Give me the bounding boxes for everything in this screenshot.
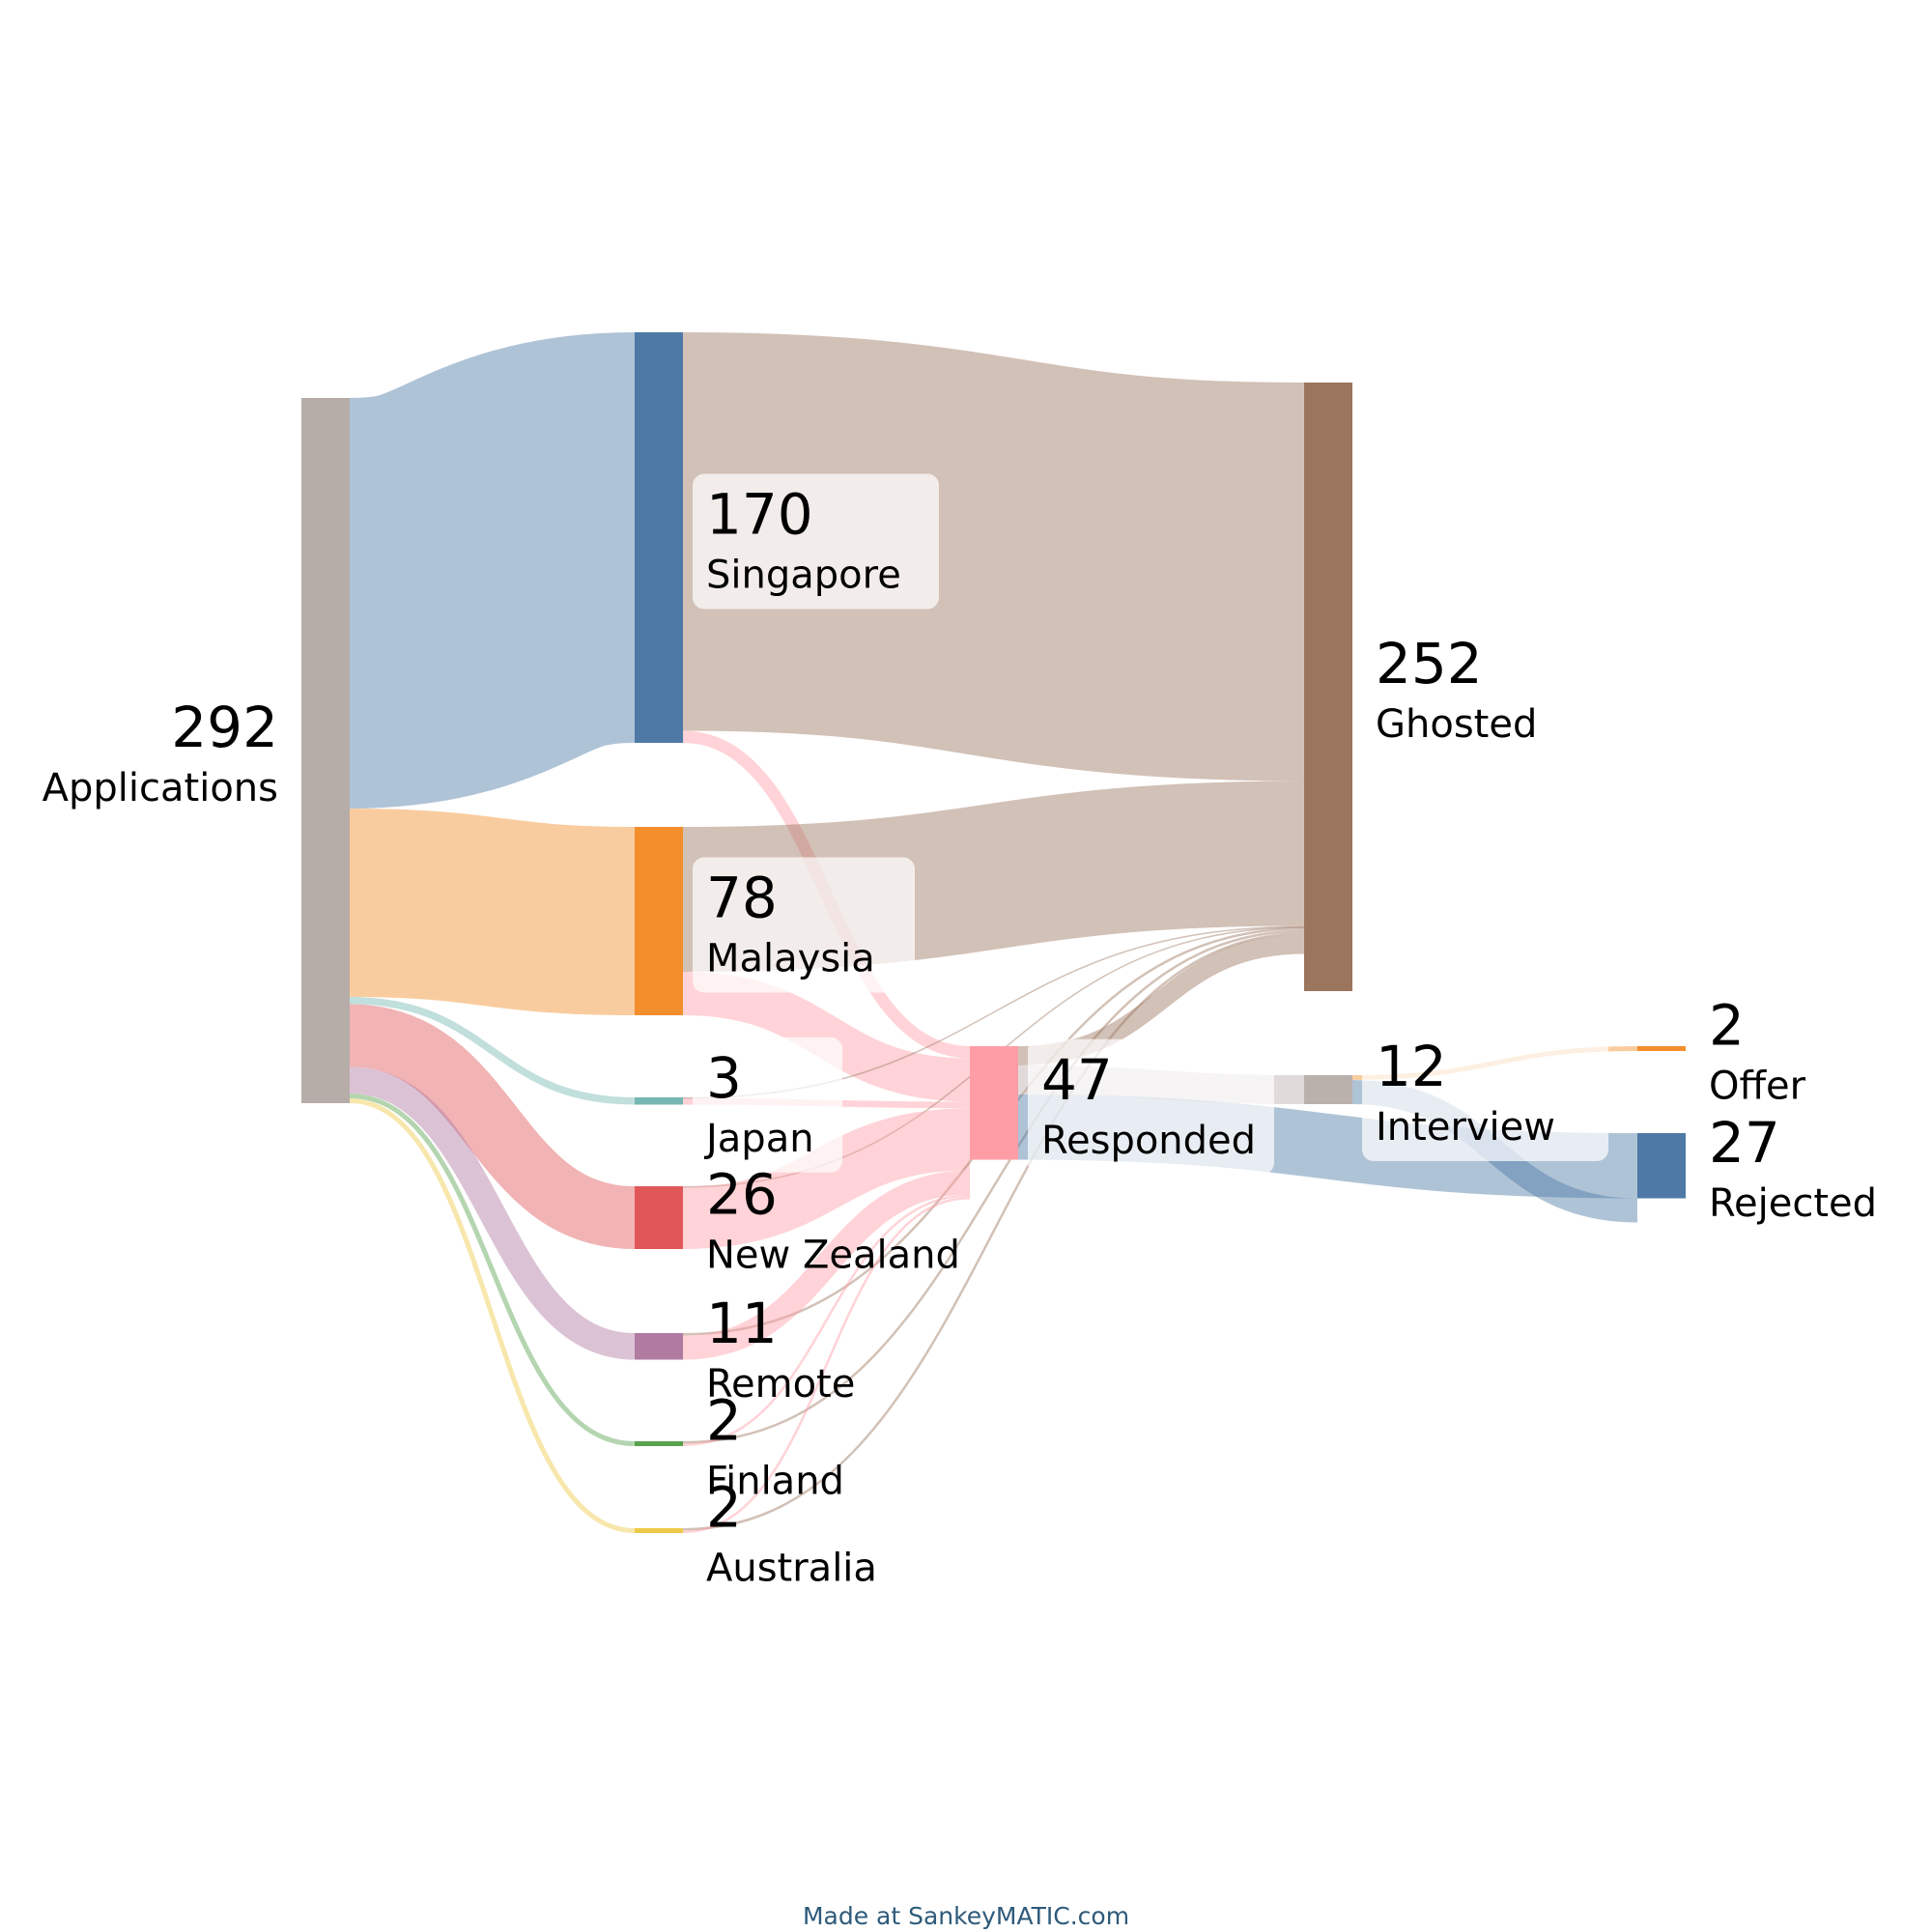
node-value-interview: 12	[1376, 1034, 1447, 1099]
node-value-rejected: 27	[1709, 1110, 1780, 1176]
link-applications-to-japan[interactable]	[349, 997, 636, 1105]
node-value-malaysia: 78	[706, 866, 778, 931]
node-name-remote: Remote	[706, 1362, 855, 1406]
label-background-interview	[1362, 1026, 1608, 1161]
node-finland[interactable]	[635, 1441, 683, 1446]
node-name-responded: Responded	[1041, 1119, 1256, 1163]
node-offer[interactable]	[1637, 1046, 1686, 1051]
node-japan[interactable]	[635, 1097, 683, 1105]
node-malaysia[interactable]	[635, 827, 683, 1015]
link-applications-to-malaysia[interactable]	[349, 809, 636, 1015]
link-remote-to-responded[interactable]	[682, 1170, 971, 1360]
link-applications-to-singapore[interactable]	[345, 332, 639, 809]
link-responded-to-ghosted[interactable]	[1017, 934, 1305, 1065]
node-value-offer: 2	[1709, 993, 1745, 1059]
node-name-applications: Applications	[43, 766, 278, 810]
node-value-singapore: 170	[706, 482, 813, 548]
node-remote[interactable]	[635, 1333, 683, 1360]
link-new-zealand-to-responded[interactable]	[682, 1108, 971, 1250]
node-interview[interactable]	[1304, 1075, 1352, 1104]
node-new-zealand[interactable]	[635, 1186, 683, 1249]
sankey-nodes	[301, 332, 1686, 1533]
node-name-rejected: Rejected	[1709, 1181, 1877, 1226]
node-name-interview: Interview	[1376, 1105, 1555, 1150]
label-background-japan	[693, 1037, 842, 1173]
label-background-malaysia	[693, 857, 915, 993]
sankey-labels: 292 Applications 170 Singapore 78 Malaysia 3 Ja…	[43, 473, 1877, 1591]
node-value-applications: 292	[171, 695, 278, 760]
node-rejected[interactable]	[1637, 1133, 1686, 1199]
link-finland-to-responded[interactable]	[682, 1194, 971, 1446]
node-name-malaysia: Malaysia	[706, 937, 875, 981]
node-responded[interactable]	[970, 1046, 1018, 1160]
node-australia[interactable]	[635, 1528, 683, 1533]
node-name-japan: Japan	[703, 1117, 814, 1161]
node-name-singapore: Singapore	[706, 554, 901, 598]
link-applications-to-australia[interactable]	[349, 1098, 636, 1533]
label-background-responded	[1028, 1038, 1274, 1175]
link-finland-to-ghosted[interactable]	[682, 929, 1305, 1444]
node-singapore[interactable]	[635, 332, 683, 743]
link-australia-to-responded[interactable]	[682, 1197, 971, 1533]
node-value-ghosted: 252	[1376, 631, 1483, 696]
link-applications-to-remote[interactable]	[349, 1066, 636, 1360]
node-name-offer: Offer	[1709, 1065, 1806, 1109]
node-value-responded: 47	[1041, 1047, 1113, 1113]
node-value-remote: 11	[706, 1291, 778, 1356]
credit-text[interactable]: Made at SankeyMATIC.com	[803, 1902, 1129, 1930]
link-australia-to-ghosted[interactable]	[682, 932, 1305, 1531]
node-name-new-zealand: New Zealand	[706, 1234, 960, 1278]
node-value-new-zealand: 26	[706, 1162, 778, 1228]
node-name-ghosted: Ghosted	[1376, 702, 1537, 747]
node-value-finland: 2	[706, 1388, 742, 1454]
node-value-australia: 2	[706, 1475, 742, 1541]
link-malaysia-to-responded[interactable]	[682, 972, 971, 1102]
node-name-finland: Finland	[706, 1460, 844, 1504]
label-background-singapore	[693, 473, 939, 610]
node-name-australia: Australia	[706, 1547, 877, 1591]
node-ghosted[interactable]	[1304, 383, 1352, 991]
link-applications-to-new-zealand[interactable]	[348, 1004, 637, 1249]
link-applications-to-finland[interactable]	[349, 1094, 636, 1446]
node-applications[interactable]	[301, 398, 350, 1103]
node-value-japan: 3	[706, 1045, 742, 1111]
